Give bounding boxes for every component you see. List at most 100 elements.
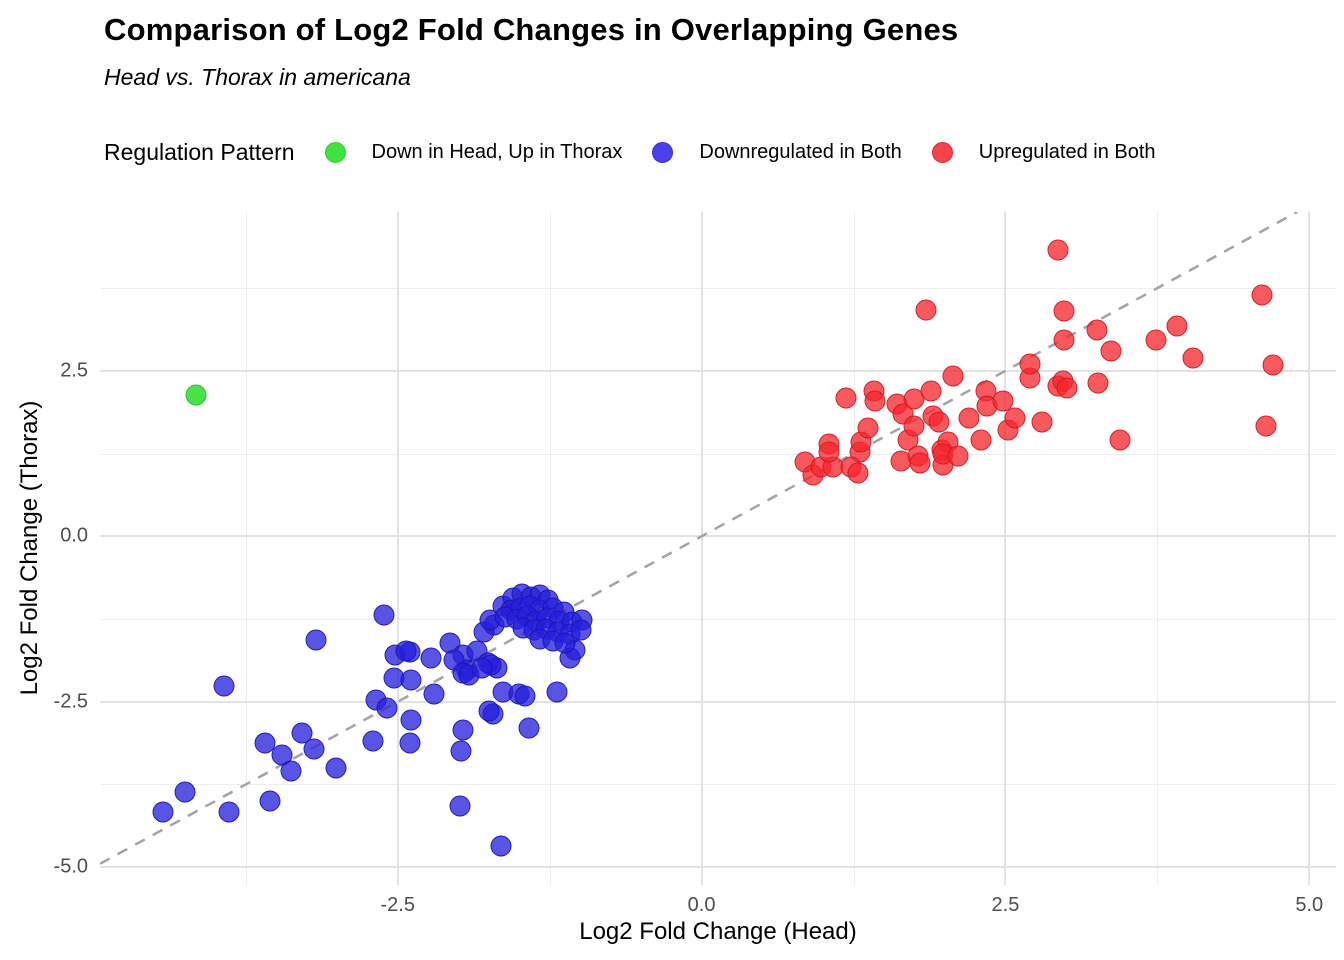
data-point (1251, 284, 1273, 306)
data-point (1056, 377, 1078, 399)
data-point (1047, 239, 1069, 261)
legend: Regulation Pattern Down in Head, Up in T… (104, 130, 1156, 174)
legend-item-up-both: Upregulated in Both (931, 140, 1156, 164)
gridline (100, 618, 1336, 620)
data-point (554, 632, 576, 654)
legend-item-down-up: Down in Head, Up in Thorax (324, 140, 623, 164)
data-point (835, 387, 857, 409)
data-point (174, 781, 196, 803)
x-tick-label: 2.5 (991, 894, 1020, 916)
y-tick-label: 0.0 (60, 524, 88, 547)
gridline (100, 535, 1336, 538)
data-point (909, 452, 931, 474)
data-point (915, 299, 937, 321)
data-point (546, 681, 568, 703)
data-point (450, 740, 472, 762)
x-axis-title: Log2 Fold Change (Head) (579, 918, 857, 945)
data-point (400, 669, 422, 691)
data-point (395, 640, 417, 662)
chart-title: Comparison of Log2 Fold Changes in Overl… (104, 12, 959, 47)
data-point (185, 384, 207, 406)
data-point (218, 801, 240, 823)
legend-label: Down in Head, Up in Thorax (371, 140, 623, 163)
data-point (992, 390, 1014, 412)
y-axis-title: Log2 Fold Change (Thorax) (16, 400, 43, 696)
y-tick-label: -2.5 (53, 690, 88, 713)
data-point (1100, 340, 1122, 362)
data-point (518, 717, 540, 738)
data-point (280, 760, 302, 782)
x-tick-label: 5.0 (1295, 894, 1324, 916)
data-point (1019, 353, 1041, 375)
data-point (970, 429, 992, 451)
data-point (1145, 329, 1167, 351)
chart-subtitle: Head vs. Thorax in americana (104, 64, 411, 90)
legend-title: Regulation Pattern (104, 138, 295, 165)
data-point (1053, 300, 1075, 322)
gridline (700, 212, 703, 885)
data-point (847, 462, 869, 484)
gridline (100, 453, 1336, 455)
gridline (549, 212, 551, 885)
gridline (245, 212, 247, 885)
data-point (452, 719, 474, 741)
blue-dot-icon (652, 141, 674, 163)
data-point (1255, 415, 1276, 437)
data-point (490, 835, 512, 857)
data-point (373, 604, 395, 626)
data-point (1053, 329, 1075, 351)
x-tick-label: -2.5 (380, 894, 415, 916)
data-point (942, 365, 964, 387)
data-point (920, 380, 942, 402)
plot-panel (100, 212, 1336, 885)
data-point (291, 722, 313, 744)
gridline (100, 784, 1336, 786)
gridline (1004, 212, 1007, 885)
x-tick-label: 0.0 (687, 894, 716, 916)
data-point (958, 407, 980, 429)
data-point (947, 445, 969, 467)
data-point (213, 675, 235, 697)
data-point (864, 390, 886, 412)
data-point (254, 732, 276, 754)
gridline (100, 866, 1336, 869)
data-point (1262, 354, 1284, 376)
data-point (400, 709, 422, 731)
data-point (259, 790, 281, 812)
red-dot-icon (931, 141, 953, 163)
y-tick-label: 2.5 (60, 359, 88, 382)
legend-item-down-both: Downregulated in Both (652, 141, 902, 164)
data-point (570, 619, 592, 641)
data-point (471, 657, 493, 679)
gridline (853, 212, 855, 885)
gridline (100, 700, 1336, 703)
data-point (325, 757, 347, 779)
data-point (420, 647, 442, 669)
data-point (376, 697, 398, 719)
data-point (152, 801, 174, 823)
data-point (928, 411, 950, 433)
green-dot-icon (324, 141, 346, 163)
data-point (1182, 347, 1204, 369)
identity-line (100, 212, 1298, 865)
data-point (818, 441, 840, 463)
data-point (1087, 372, 1109, 394)
data-point (478, 700, 500, 722)
data-point (1031, 411, 1053, 433)
data-point (1109, 429, 1131, 451)
legend-label: Upregulated in Both (978, 140, 1156, 163)
data-point (514, 685, 536, 707)
data-point (399, 732, 421, 754)
data-point (857, 417, 879, 439)
gridline (1157, 212, 1159, 885)
gridline (396, 212, 399, 885)
data-point (423, 683, 445, 705)
data-point (1004, 407, 1026, 429)
gridline (100, 288, 1336, 290)
data-point (305, 629, 327, 651)
gridline (1308, 212, 1311, 885)
data-point (1086, 319, 1108, 341)
data-point (449, 795, 471, 817)
data-point (303, 738, 325, 760)
